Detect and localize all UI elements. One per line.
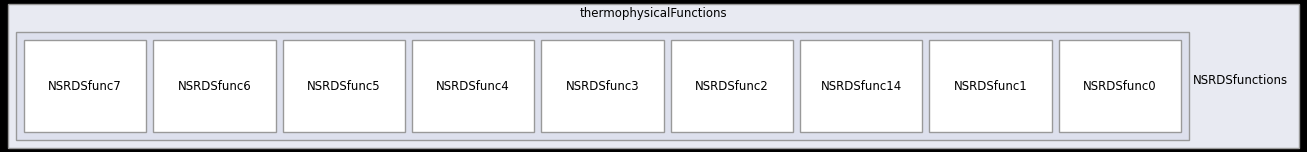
FancyBboxPatch shape	[153, 40, 276, 132]
FancyBboxPatch shape	[670, 40, 793, 132]
Text: NSRDSfunc0: NSRDSfunc0	[1084, 79, 1157, 93]
FancyBboxPatch shape	[282, 40, 405, 132]
Text: NSRDSfunc7: NSRDSfunc7	[48, 79, 122, 93]
Text: NSRDSfunctions: NSRDSfunctions	[1192, 74, 1287, 88]
FancyBboxPatch shape	[24, 40, 146, 132]
Text: NSRDSfunc1: NSRDSfunc1	[954, 79, 1027, 93]
Text: NSRDSfunc4: NSRDSfunc4	[437, 79, 510, 93]
Text: NSRDSfunc3: NSRDSfunc3	[566, 79, 639, 93]
Text: thermophysicalFunctions: thermophysicalFunctions	[580, 7, 727, 21]
FancyBboxPatch shape	[541, 40, 664, 132]
FancyBboxPatch shape	[1059, 40, 1182, 132]
FancyBboxPatch shape	[16, 32, 1189, 140]
Text: NSRDSfunc14: NSRDSfunc14	[821, 79, 902, 93]
FancyBboxPatch shape	[8, 4, 1299, 148]
Text: NSRDSfunc5: NSRDSfunc5	[307, 79, 380, 93]
Text: NSRDSfunc2: NSRDSfunc2	[695, 79, 769, 93]
FancyBboxPatch shape	[412, 40, 535, 132]
FancyBboxPatch shape	[929, 40, 1052, 132]
FancyBboxPatch shape	[800, 40, 923, 132]
Text: NSRDSfunc6: NSRDSfunc6	[178, 79, 251, 93]
